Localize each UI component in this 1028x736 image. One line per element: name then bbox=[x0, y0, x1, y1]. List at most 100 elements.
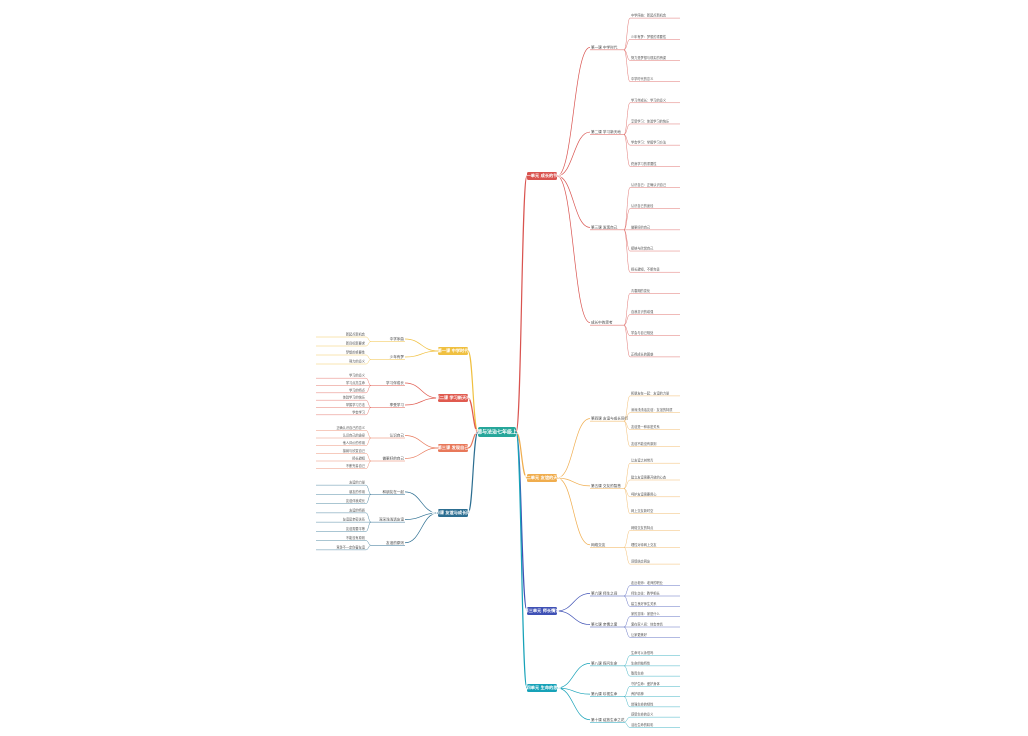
link bbox=[556, 663, 591, 689]
link bbox=[404, 491, 439, 514]
leaf-label: 爱在家人间：体会亲情 bbox=[631, 622, 664, 627]
leaf-label: 接纳与欣赏自己 bbox=[343, 448, 366, 453]
child-label: 第五课 交友的智慧 bbox=[591, 483, 621, 488]
leaf-label: 终身学习的重要性 bbox=[631, 161, 657, 166]
leaf-label: 网络交友的特点 bbox=[631, 525, 654, 530]
link bbox=[365, 437, 372, 446]
leaf-label: 新起点新机会 bbox=[346, 332, 366, 337]
link bbox=[623, 412, 631, 422]
link bbox=[623, 696, 631, 708]
link bbox=[623, 530, 631, 548]
link bbox=[623, 324, 631, 336]
branch-label: 第三课 发现自己 bbox=[438, 444, 470, 451]
leaf-label: 让友谊之树常青 bbox=[631, 458, 653, 463]
branch-label: 第一单元 成长的节拍 bbox=[522, 172, 561, 179]
link bbox=[623, 39, 631, 51]
leaf-label: 竞争不一定伤害友谊 bbox=[336, 544, 365, 549]
leaf-label: 正视成长的困惑 bbox=[631, 351, 654, 356]
leaf-label: 中学时代的意义 bbox=[631, 76, 654, 81]
leaf-label: 扬长避短 bbox=[352, 456, 366, 461]
branch-node bbox=[438, 509, 468, 517]
link bbox=[623, 187, 631, 231]
child-label: 第十课 绽放生命之花 bbox=[591, 717, 625, 722]
link bbox=[623, 716, 631, 723]
link bbox=[365, 407, 372, 416]
link bbox=[467, 431, 479, 514]
leaf-label: 网上交友新时空 bbox=[631, 508, 653, 513]
leaf-label: 学会与自己相处 bbox=[631, 330, 654, 335]
center-label: 道德与法治七年级上册 bbox=[472, 429, 522, 436]
leaf-label: 深深浅浅话友谊：友谊的特质 bbox=[631, 407, 673, 412]
child-label: 网络交友 bbox=[591, 542, 606, 547]
center-node bbox=[478, 427, 516, 437]
leaf-label: 养护精神 bbox=[631, 691, 644, 696]
link bbox=[556, 477, 591, 546]
links bbox=[365, 17, 631, 728]
link bbox=[623, 655, 631, 667]
branch-label: 第一课 中学时代 bbox=[438, 347, 470, 354]
child-label: 第七课 亲情之爱 bbox=[591, 622, 618, 627]
link bbox=[365, 540, 372, 546]
link bbox=[623, 547, 631, 565]
leaf-label: 友谊是一种亲密关系 bbox=[631, 424, 660, 429]
link bbox=[623, 324, 631, 358]
leaf-label: 友谊伴我成长 bbox=[346, 498, 366, 503]
leaf-label: 梦想的重要性 bbox=[346, 350, 366, 355]
leaf-label: 不能没有原则 bbox=[346, 535, 365, 540]
branch-node bbox=[527, 474, 557, 482]
link bbox=[556, 687, 591, 721]
link bbox=[623, 722, 631, 728]
link bbox=[404, 350, 439, 358]
branch-label: 第二单元 友谊的天空 bbox=[522, 474, 561, 481]
leaf-label: 他人评价的作用 bbox=[343, 440, 365, 445]
link bbox=[623, 229, 631, 273]
leaf-label: 建立良好师生关系 bbox=[631, 601, 657, 606]
leaf-label: 师生交往：教学相长 bbox=[631, 591, 660, 596]
leaf-label: 扬长避短，不断完善 bbox=[631, 267, 660, 272]
leaf-label: 青春期的变化 bbox=[631, 288, 651, 293]
leaf-label: 友谊是亲密关系 bbox=[343, 517, 365, 522]
branch-node bbox=[527, 684, 557, 692]
leaf-label: 中学序曲：新起点新机会 bbox=[631, 13, 667, 18]
leaf-label: 认识自己：正确认识自己 bbox=[631, 182, 667, 187]
link bbox=[623, 665, 631, 677]
child-label: 第一课 中学时代 bbox=[591, 44, 618, 49]
link bbox=[365, 460, 372, 469]
link bbox=[404, 397, 439, 406]
leaf-label: 接纳与欣赏自己 bbox=[631, 246, 654, 251]
link bbox=[365, 453, 372, 462]
link bbox=[623, 488, 631, 514]
link bbox=[623, 420, 631, 430]
link bbox=[623, 134, 631, 146]
leaf-label: 学习的特点 bbox=[349, 387, 366, 392]
link bbox=[623, 49, 631, 61]
leaf-label: 新目标新要求 bbox=[346, 341, 366, 346]
leaf-label: 学习伴成长：学习的意义 bbox=[631, 97, 667, 102]
link bbox=[365, 494, 372, 504]
child-label: 少年有梦 bbox=[390, 354, 405, 359]
leaf-label: 敬畏生命 bbox=[631, 671, 645, 676]
leaf-label: 不断完善自己 bbox=[346, 463, 366, 468]
link bbox=[365, 354, 372, 360]
child-label: 深深浅浅话友谊 bbox=[379, 517, 405, 522]
leaf-label: 友谊不能没有原则 bbox=[631, 441, 657, 446]
link bbox=[623, 420, 631, 447]
link bbox=[404, 382, 439, 399]
child-label: 成长中的思考 bbox=[591, 320, 613, 325]
link bbox=[365, 336, 372, 342]
leaf-label: 少年有梦：梦想的重要性 bbox=[631, 34, 667, 39]
link bbox=[365, 512, 372, 523]
branch-label: 第四单元 生命的思考 bbox=[522, 684, 562, 691]
link bbox=[556, 418, 591, 479]
link bbox=[623, 293, 631, 326]
link bbox=[623, 395, 631, 422]
link bbox=[556, 477, 591, 487]
link bbox=[404, 512, 439, 544]
link bbox=[404, 447, 439, 459]
link bbox=[556, 47, 591, 177]
link bbox=[623, 488, 631, 498]
leaf-label: 学会学习：掌握学习方法 bbox=[631, 140, 666, 145]
leaf-label: 和朋友在一起：友谊的力量 bbox=[631, 390, 670, 395]
child-label: 第四课 友谊与成长同行 bbox=[591, 416, 628, 421]
branch-node bbox=[438, 394, 468, 402]
